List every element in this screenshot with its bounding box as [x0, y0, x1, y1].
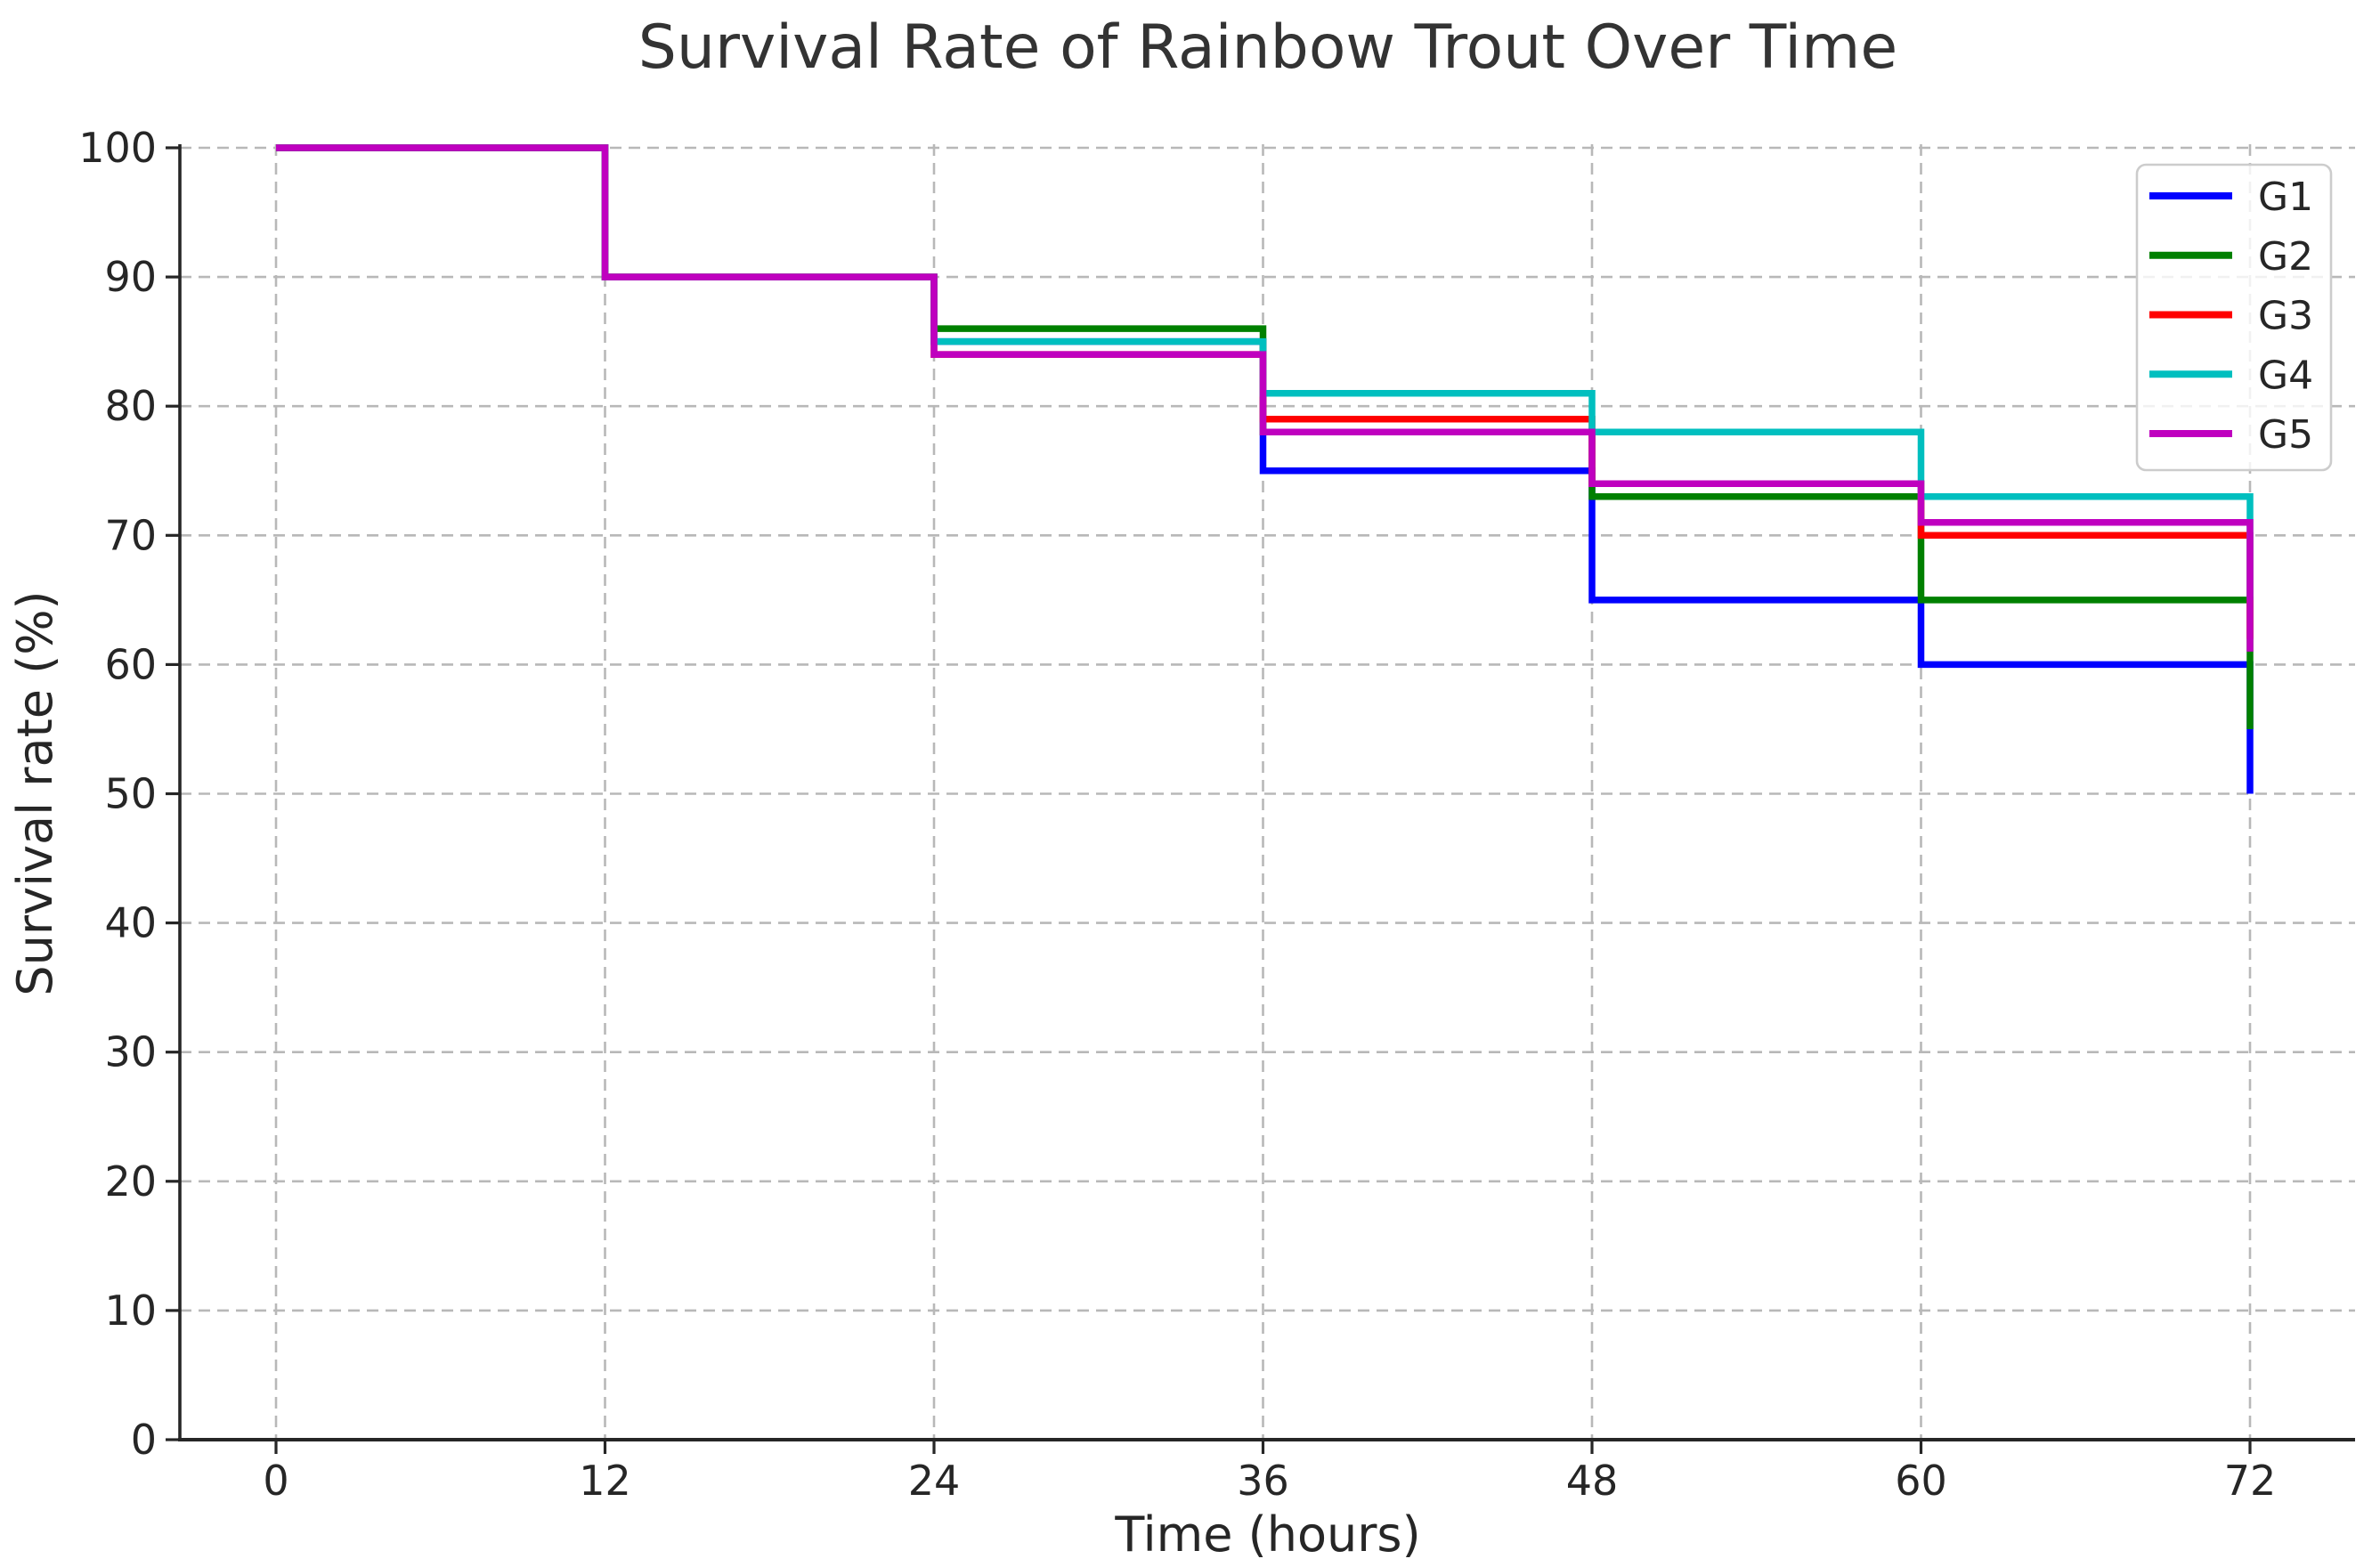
- y-tick-label: 100: [78, 124, 157, 172]
- x-tick-label: 0: [263, 1457, 288, 1505]
- y-tick-label: 60: [104, 640, 157, 688]
- legend-label-g5: G5: [2258, 412, 2313, 458]
- x-tick-label: 48: [1566, 1457, 1619, 1505]
- legend-label-g4: G4: [2258, 353, 2313, 398]
- legend-label-g2: G2: [2258, 234, 2313, 280]
- legend-label-g1: G1: [2258, 175, 2313, 220]
- y-axis-label: Survival rate (%): [7, 590, 63, 995]
- x-tick-label: 72: [2224, 1457, 2277, 1505]
- x-axis-label: Time (hours): [1114, 1506, 1420, 1563]
- y-tick-label: 30: [104, 1028, 157, 1076]
- y-tick-label: 40: [104, 899, 157, 947]
- y-tick-label: 50: [104, 770, 157, 818]
- y-tick-label: 20: [104, 1157, 157, 1206]
- x-tick-label: 24: [908, 1457, 961, 1505]
- series-line-g5: [276, 144, 2254, 652]
- axis-layer: 0 10 20 30 40 50 60 70 80 90 100 0 12 24 36 48 60 72: [78, 124, 2355, 1505]
- chart-title: Survival Rate of Rainbow Trout Over Time: [638, 12, 1897, 83]
- y-tick-label: 90: [104, 253, 157, 301]
- x-tick-label: 36: [1237, 1457, 1289, 1505]
- legend: G1 G2 G3 G4 G5: [2135, 163, 2333, 472]
- legend-label-g3: G3: [2258, 294, 2313, 339]
- x-tick-label: 12: [579, 1457, 631, 1505]
- data-layer: [276, 144, 2254, 794]
- y-tick-label: 70: [104, 511, 157, 559]
- grid-layer: [180, 144, 2355, 1441]
- y-tick-label: 80: [104, 382, 157, 430]
- x-tick-label: 60: [1895, 1457, 1947, 1505]
- y-tick-label: 10: [104, 1287, 157, 1335]
- y-tick-label: 0: [131, 1416, 157, 1464]
- legend-box: [2135, 163, 2333, 472]
